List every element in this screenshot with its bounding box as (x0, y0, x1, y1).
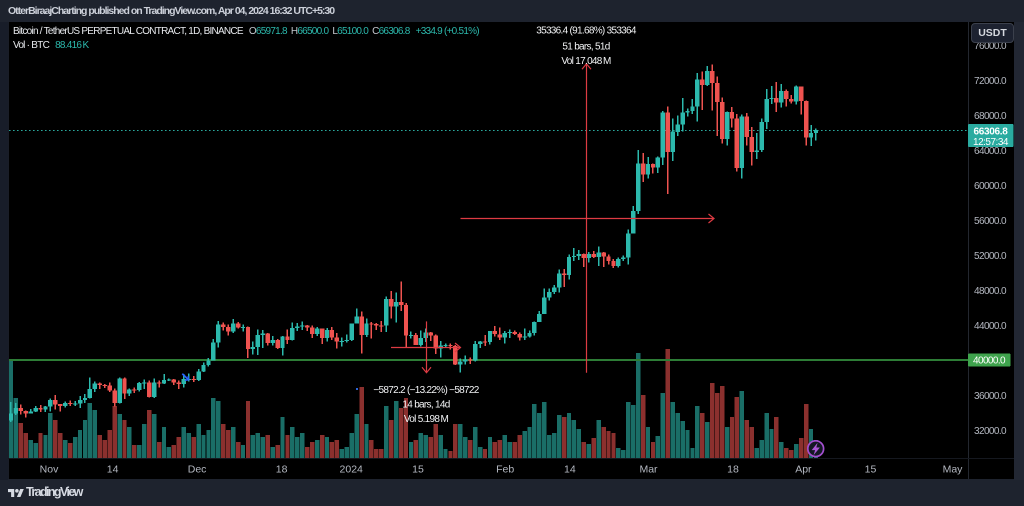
svg-text:68000.0: 68000.0 (974, 111, 1007, 122)
svg-text:56000.0: 56000.0 (974, 216, 1007, 227)
svg-text:Mar: Mar (639, 464, 658, 476)
svg-text:18: 18 (276, 464, 288, 476)
svg-text:14 bars, 14d: 14 bars, 14d (402, 400, 449, 411)
svg-text:32000.0: 32000.0 (974, 426, 1007, 437)
svg-text:Dec: Dec (188, 464, 207, 476)
svg-text:12:57:34: 12:57:34 (973, 137, 1009, 148)
svg-text:Apr: Apr (795, 464, 812, 476)
svg-text:18: 18 (727, 464, 739, 476)
svg-text:60000.0: 60000.0 (974, 181, 1007, 192)
svg-text:−5872.2 (−13.22%) −58722: −5872.2 (−13.22%) −58722 (373, 385, 479, 396)
svg-text:44000.0: 44000.0 (974, 321, 1007, 332)
svg-text:15: 15 (412, 464, 424, 476)
svg-text:Vol 5.198 M: Vol 5.198 M (404, 414, 449, 425)
svg-text:14: 14 (564, 464, 576, 476)
svg-text:66306.8: 66306.8 (973, 126, 1008, 137)
svg-text:64000.0: 64000.0 (974, 146, 1007, 157)
svg-text:Nov: Nov (40, 464, 59, 476)
svg-text:15: 15 (865, 464, 877, 476)
svg-text:72000.0: 72000.0 (974, 76, 1007, 87)
svg-text:May: May (943, 464, 964, 476)
svg-text:76000.0: 76000.0 (974, 41, 1007, 52)
svg-text:Feb: Feb (496, 464, 514, 476)
svg-text:52000.0: 52000.0 (974, 251, 1007, 262)
svg-text:35336.4 (91.68%) 353364: 35336.4 (91.68%) 353364 (536, 26, 637, 37)
svg-text:40000.0: 40000.0 (973, 356, 1006, 367)
svg-text:36000.0: 36000.0 (974, 391, 1007, 402)
svg-text:14: 14 (107, 464, 119, 476)
svg-text:Vol 17.048 M: Vol 17.048 M (561, 56, 611, 67)
svg-text:2024: 2024 (340, 464, 364, 476)
svg-text:48000.0: 48000.0 (974, 286, 1007, 297)
svg-text:51 bars, 51d: 51 bars, 51d (562, 42, 609, 53)
